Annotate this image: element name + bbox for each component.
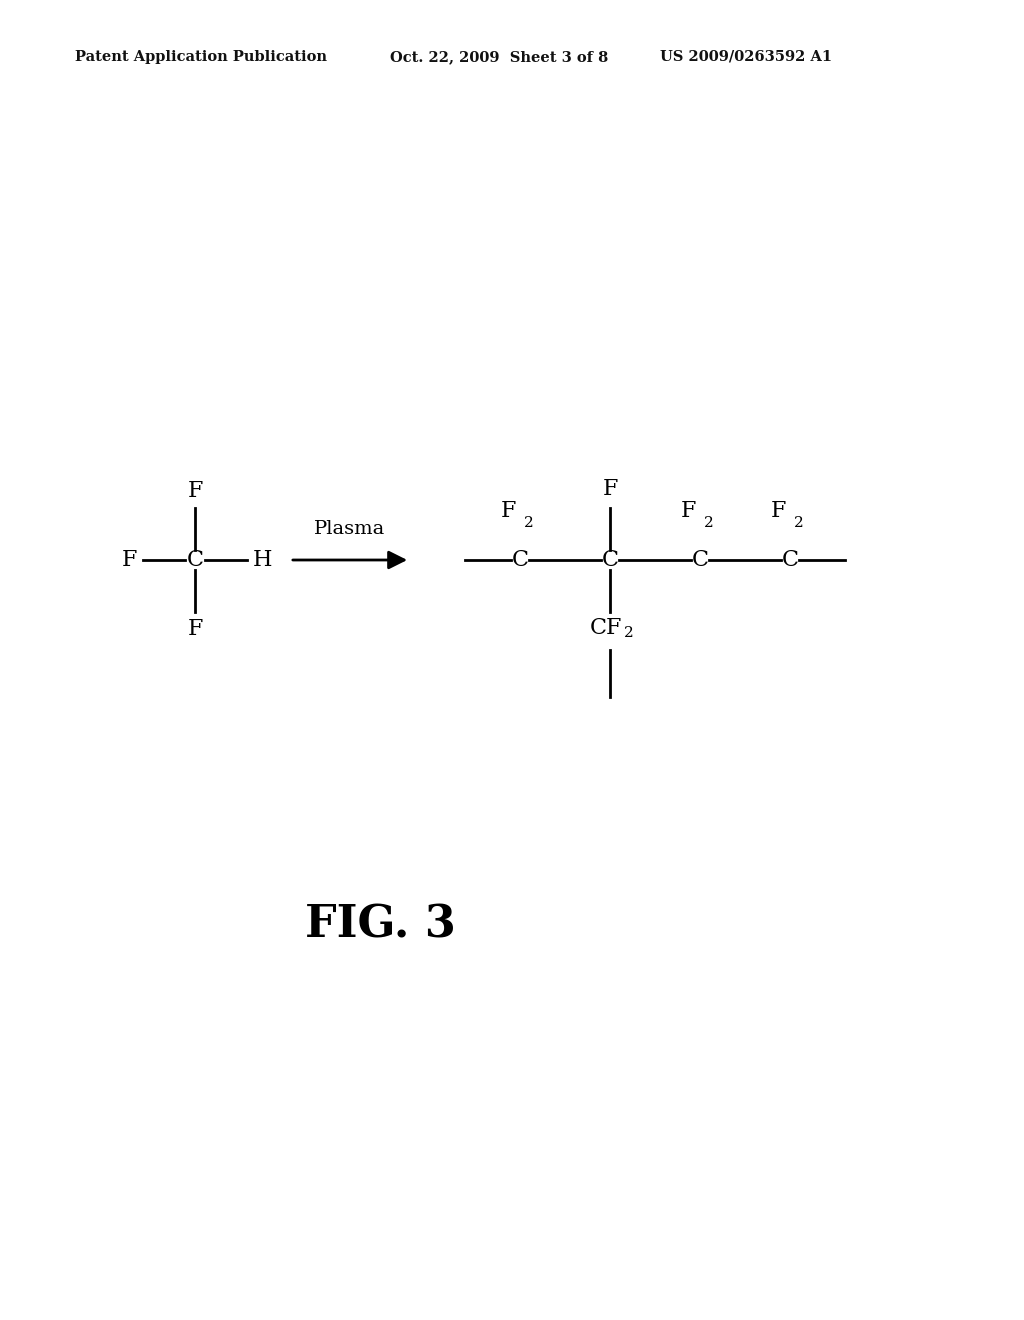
Text: Oct. 22, 2009  Sheet 3 of 8: Oct. 22, 2009 Sheet 3 of 8	[390, 50, 608, 63]
Text: C: C	[601, 549, 618, 572]
Text: 2: 2	[794, 516, 804, 531]
Text: H: H	[253, 549, 272, 572]
Text: F: F	[602, 478, 617, 500]
Text: C: C	[186, 549, 204, 572]
Text: 2: 2	[624, 626, 634, 640]
Text: CF: CF	[590, 616, 623, 639]
Text: Patent Application Publication: Patent Application Publication	[75, 50, 327, 63]
Text: US 2009/0263592 A1: US 2009/0263592 A1	[660, 50, 833, 63]
Text: F: F	[187, 618, 203, 640]
Text: C: C	[781, 549, 799, 572]
Text: C: C	[691, 549, 709, 572]
Text: F: F	[122, 549, 137, 572]
Text: F: F	[681, 500, 696, 521]
Text: 2: 2	[705, 516, 714, 531]
Text: FIG. 3: FIG. 3	[304, 903, 456, 946]
Text: F: F	[187, 480, 203, 502]
Text: C: C	[512, 549, 528, 572]
Text: Plasma: Plasma	[314, 520, 386, 539]
Text: F: F	[771, 500, 786, 521]
Text: 2: 2	[524, 516, 534, 531]
Text: F: F	[501, 500, 516, 521]
